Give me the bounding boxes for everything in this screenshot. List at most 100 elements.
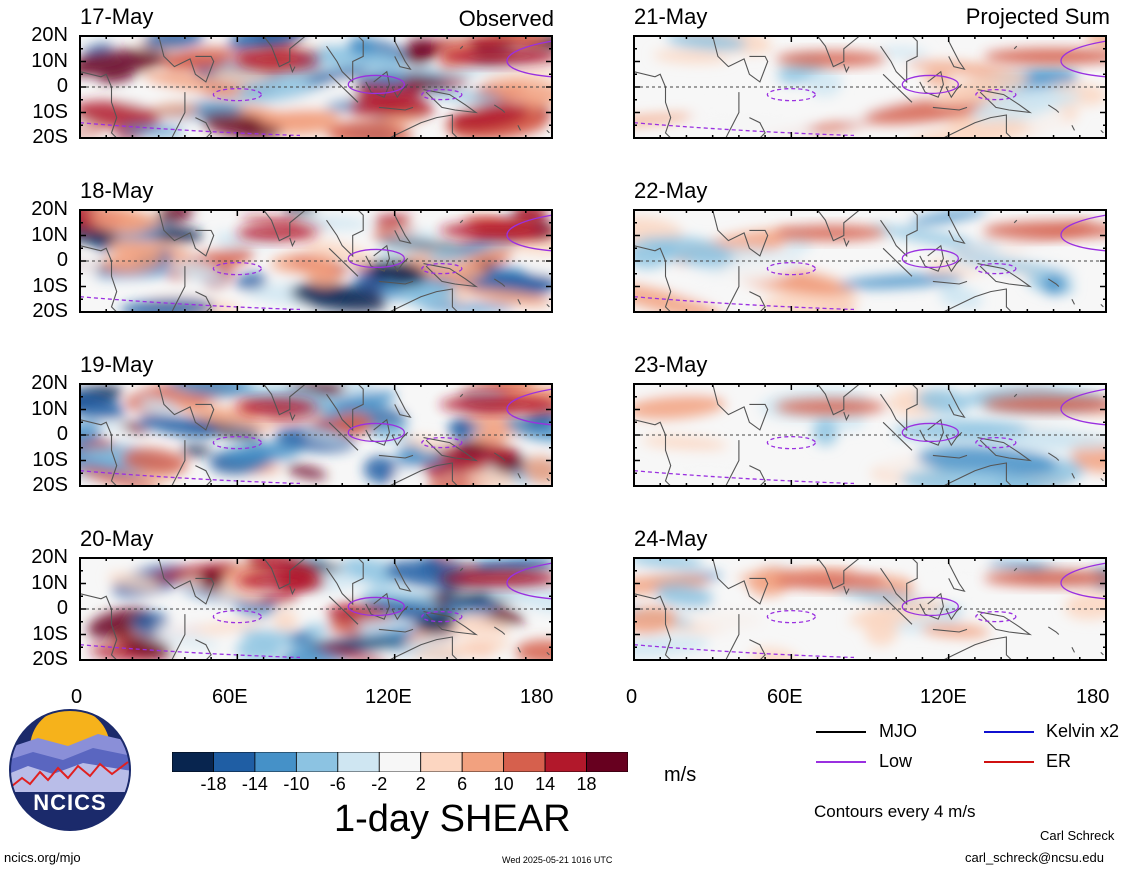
colorbar-segment-6 xyxy=(420,752,463,772)
observed-panel-4 xyxy=(79,557,553,661)
projected-panel-4 xyxy=(633,557,1107,661)
y-tick-2-4: 20S xyxy=(32,300,68,322)
y-tick-4-3: 10S xyxy=(32,622,68,645)
colorbar-units: m/s xyxy=(664,764,697,786)
low-contours xyxy=(634,214,1106,311)
legend-er-label: ER xyxy=(1046,751,1072,771)
axis-ticks xyxy=(633,209,1107,313)
low-contours xyxy=(634,388,1106,485)
axis-ticks xyxy=(79,383,553,487)
colorbar-segment-3 xyxy=(295,752,339,772)
y-tick-2-2: 0 xyxy=(56,249,68,271)
legend-mjo-label: MJO xyxy=(879,721,917,741)
footer-author: Carl Schreck xyxy=(1040,828,1115,843)
coastlines xyxy=(80,558,550,660)
y-tick-4-0: 20N xyxy=(31,546,68,568)
x-tick-left-60e: 60E xyxy=(212,686,248,708)
low-contours xyxy=(634,562,1106,659)
date-label-proj-1: 21-May xyxy=(634,4,708,29)
y-tick-3-3: 10S xyxy=(32,448,68,471)
date-label-obs-4: 20-May xyxy=(80,526,154,551)
colorbar-tick-9: 18 xyxy=(576,774,597,794)
axis-ticks xyxy=(79,209,553,313)
coastlines xyxy=(80,210,550,312)
colorbar-tick-6: 6 xyxy=(457,774,468,794)
coastlines xyxy=(634,36,1104,138)
y-tick-1-4: 20S xyxy=(32,126,68,148)
ncics-logo-icon xyxy=(9,709,131,831)
observed-panel-3 xyxy=(79,383,553,487)
legend-lines xyxy=(816,731,1034,763)
colorbar-tick-0: -18 xyxy=(200,774,227,794)
coastlines xyxy=(80,36,550,138)
axis-ticks xyxy=(79,557,553,661)
logo-text: NCICS xyxy=(33,790,107,815)
colorbar-segment-7 xyxy=(461,752,505,772)
colorbar-tick-4: -2 xyxy=(371,774,388,794)
observed-label: Observed xyxy=(458,6,554,31)
colorbar-segment-1 xyxy=(213,752,256,772)
y-tick-4-4: 20S xyxy=(32,648,68,670)
colorbar-segment-9 xyxy=(544,752,587,772)
projected-panel-1 xyxy=(633,35,1107,139)
y-tick-4-2: 0 xyxy=(56,597,68,619)
projected-panel-2 xyxy=(633,209,1107,313)
colorbar-segment-5 xyxy=(378,752,422,772)
y-tick-1-0: 20N xyxy=(31,24,68,46)
y-tick-2-1: 10N xyxy=(31,223,68,246)
colorbar-segment-0 xyxy=(172,752,214,772)
colorbar-tick-5: 2 xyxy=(415,774,426,794)
footer-email: carl_schreck@ncsu.edu xyxy=(965,850,1104,865)
colorbar-tick-1: -14 xyxy=(241,774,268,794)
low-contours xyxy=(80,562,552,659)
projected-panel-3 xyxy=(633,383,1107,487)
axis-ticks xyxy=(79,35,553,139)
low-contours xyxy=(80,40,552,137)
axis-ticks xyxy=(633,383,1107,487)
colorbar-segment-2 xyxy=(254,752,297,772)
colorbar xyxy=(172,752,628,772)
colorbar-tick-8: 14 xyxy=(535,774,556,794)
x-tick-right-0: 0 xyxy=(626,686,638,708)
ncics-logo: NCICS xyxy=(8,708,132,832)
date-label-proj-4: 24-May xyxy=(634,526,708,551)
low-contours xyxy=(634,40,1106,137)
legend-low-label: Low xyxy=(879,751,913,771)
x-tick-right-180: 180 xyxy=(1076,686,1110,708)
x-tick-right-120e: 120E xyxy=(920,686,967,708)
date-label-proj-3: 23-May xyxy=(634,352,708,377)
legend-kelvin-label: Kelvin x2 xyxy=(1046,721,1120,741)
x-tick-right-60e: 60E xyxy=(767,686,803,708)
y-tick-3-4: 20S xyxy=(32,474,68,496)
colorbar-tick-3: -6 xyxy=(329,774,346,794)
y-tick-3-1: 10N xyxy=(31,397,68,420)
x-tick-left-0: 0 xyxy=(71,686,83,708)
y-tick-2-3: 10S xyxy=(32,274,68,297)
observed-panel-1 xyxy=(79,35,553,139)
y-tick-1-1: 10N xyxy=(31,49,68,72)
x-tick-left-120e: 120E xyxy=(365,686,412,708)
y-tick-1-2: 0 xyxy=(56,75,68,97)
colorbar-segment-4 xyxy=(337,752,380,772)
footer-timestamp: Wed 2025-05-21 1016 UTC xyxy=(502,855,613,865)
y-tick-3-0: 20N xyxy=(31,372,68,394)
chart-title: 1-day SHEAR xyxy=(334,798,571,840)
contour-note: Contours every 4 m/s xyxy=(814,802,976,821)
colorbar-segment-8 xyxy=(503,752,546,772)
observed-panel-2 xyxy=(79,209,553,313)
y-tick-3-2: 0 xyxy=(56,423,68,445)
colorbar-tick-2: -10 xyxy=(283,774,310,794)
y-tick-4-1: 10N xyxy=(31,571,68,594)
date-label-obs-2: 18-May xyxy=(80,178,154,203)
x-tick-left-180: 180 xyxy=(520,686,554,708)
colorbar-segment-10 xyxy=(586,752,628,772)
colorbar-tick-7: 10 xyxy=(493,774,514,794)
y-tick-2-0: 20N xyxy=(31,198,68,220)
coastlines xyxy=(634,558,1104,660)
y-tick-1-3: 10S xyxy=(32,100,68,123)
date-label-proj-2: 22-May xyxy=(634,178,708,203)
axis-ticks xyxy=(633,557,1107,661)
projected-label: Projected Sum xyxy=(965,4,1110,29)
axis-ticks xyxy=(633,35,1107,139)
